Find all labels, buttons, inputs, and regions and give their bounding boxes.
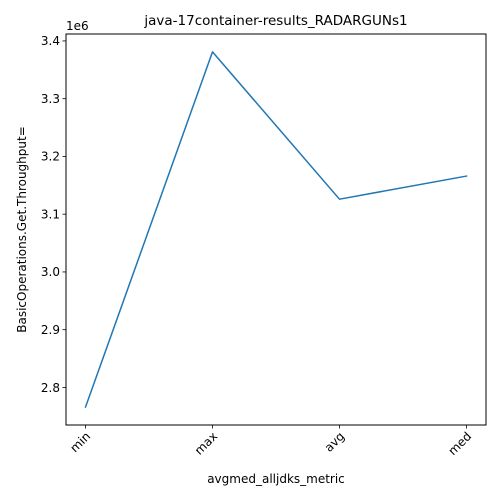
y-tick-label: 3.1	[41, 207, 60, 221]
x-axis-label: avgmed_alljdks_metric	[207, 472, 345, 486]
y-tick-label: 3.2	[41, 150, 60, 164]
y-axis-ticks: 2.8 2.9 3.0 3.1 3.2 3.3 3.4	[41, 34, 66, 395]
x-tick-label: max	[192, 429, 220, 457]
x-axis-ticks: min max avg med	[67, 425, 474, 458]
y-tick-label: 3.3	[41, 92, 60, 106]
y-tick-label: 3.4	[41, 34, 60, 48]
x-tick-label: avg	[322, 429, 348, 455]
chart-title: java-17container-results_RADARGUNs1	[143, 13, 407, 29]
series-line	[84, 51, 468, 409]
y-tick-label: 2.9	[41, 323, 60, 337]
y-axis-offset-label: 1e6	[66, 19, 89, 33]
x-tick-label: med	[445, 429, 474, 458]
plot-area	[66, 34, 486, 425]
y-tick-label: 2.8	[41, 381, 60, 395]
line-series-group	[84, 51, 468, 409]
plot-frame	[65, 33, 487, 426]
x-tick-label: min	[67, 429, 93, 455]
y-axis-label: BasicOperations.Get.Throughput=	[15, 126, 29, 333]
y-tick-label: 3.0	[41, 265, 60, 279]
